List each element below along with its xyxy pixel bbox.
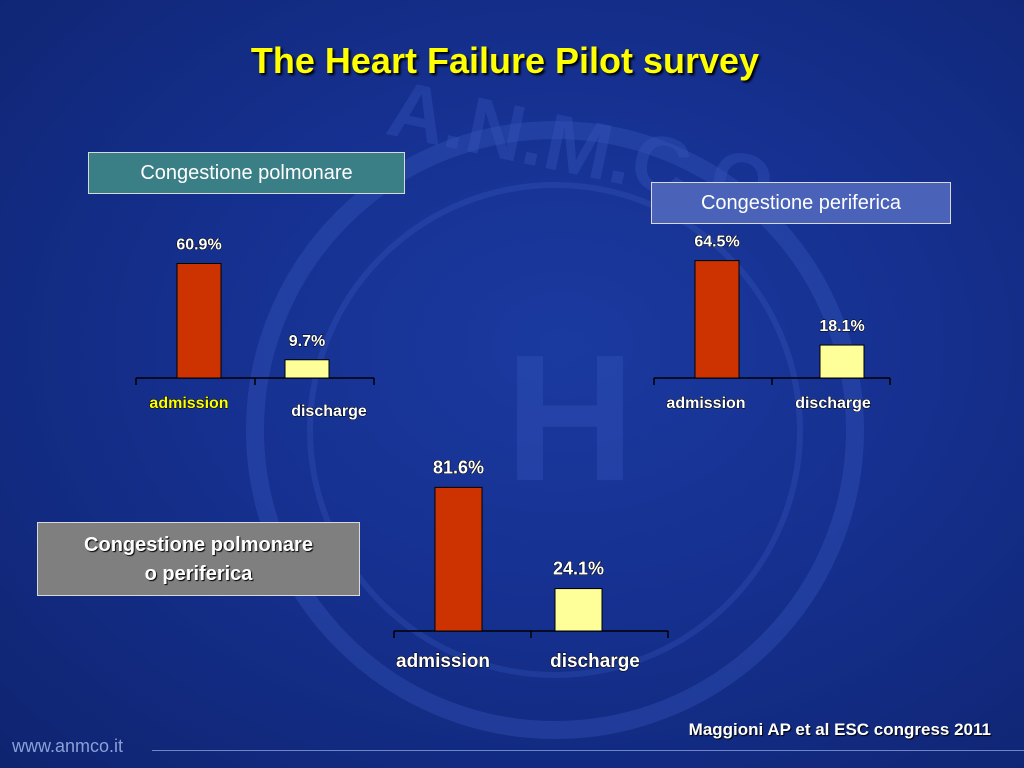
periferica-bar-discharge [819, 344, 865, 379]
combined-category-label-discharge: discharge [550, 651, 640, 672]
periferica-category-label-admission: admission [666, 395, 745, 412]
citation: Maggioni AP et al ESC congress 2011 [688, 720, 991, 739]
footer-divider [152, 750, 1024, 751]
page-title: The Heart Failure Pilot survey [250, 40, 760, 81]
polmonare-category-label-discharge: discharge [291, 403, 367, 420]
chart-title-combined-line1: Congestione polmonare [84, 534, 313, 556]
combined-bar-discharge [554, 588, 603, 632]
combined-value-label-admission: 81.6% [433, 457, 484, 477]
polmonare-bar-admission [176, 263, 222, 379]
periferica-value-label-admission: 64.5% [694, 234, 739, 251]
chart-title-polmonare-text: Congestione polmonare [140, 162, 353, 184]
footer-url: www.anmco.it [12, 736, 124, 756]
chart-title-combined-line2: o periferica [144, 563, 253, 585]
combined-value-label-discharge: 24.1% [553, 559, 604, 579]
chart-title-periferica-text: Congestione periferica [700, 192, 902, 214]
chart-title-combined: Congestione polmonare o periferica [37, 522, 360, 596]
polmonare-value-label-admission: 60.9% [176, 237, 221, 254]
polmonare-category-label-admission: admission [149, 395, 228, 412]
periferica-value-label-discharge: 18.1% [819, 318, 864, 335]
combined-bar-admission [434, 486, 483, 632]
chart-title-polmonare: Congestione polmonare [88, 152, 405, 194]
polmonare-value-label-discharge: 9.7% [289, 333, 325, 350]
chart-title-periferica: Congestione periferica [651, 182, 951, 224]
polmonare-bar-discharge [284, 359, 330, 379]
combined-category-label-admission: admission [396, 651, 490, 672]
periferica-bar-admission [694, 260, 740, 379]
periferica-category-label-discharge: discharge [795, 395, 871, 412]
